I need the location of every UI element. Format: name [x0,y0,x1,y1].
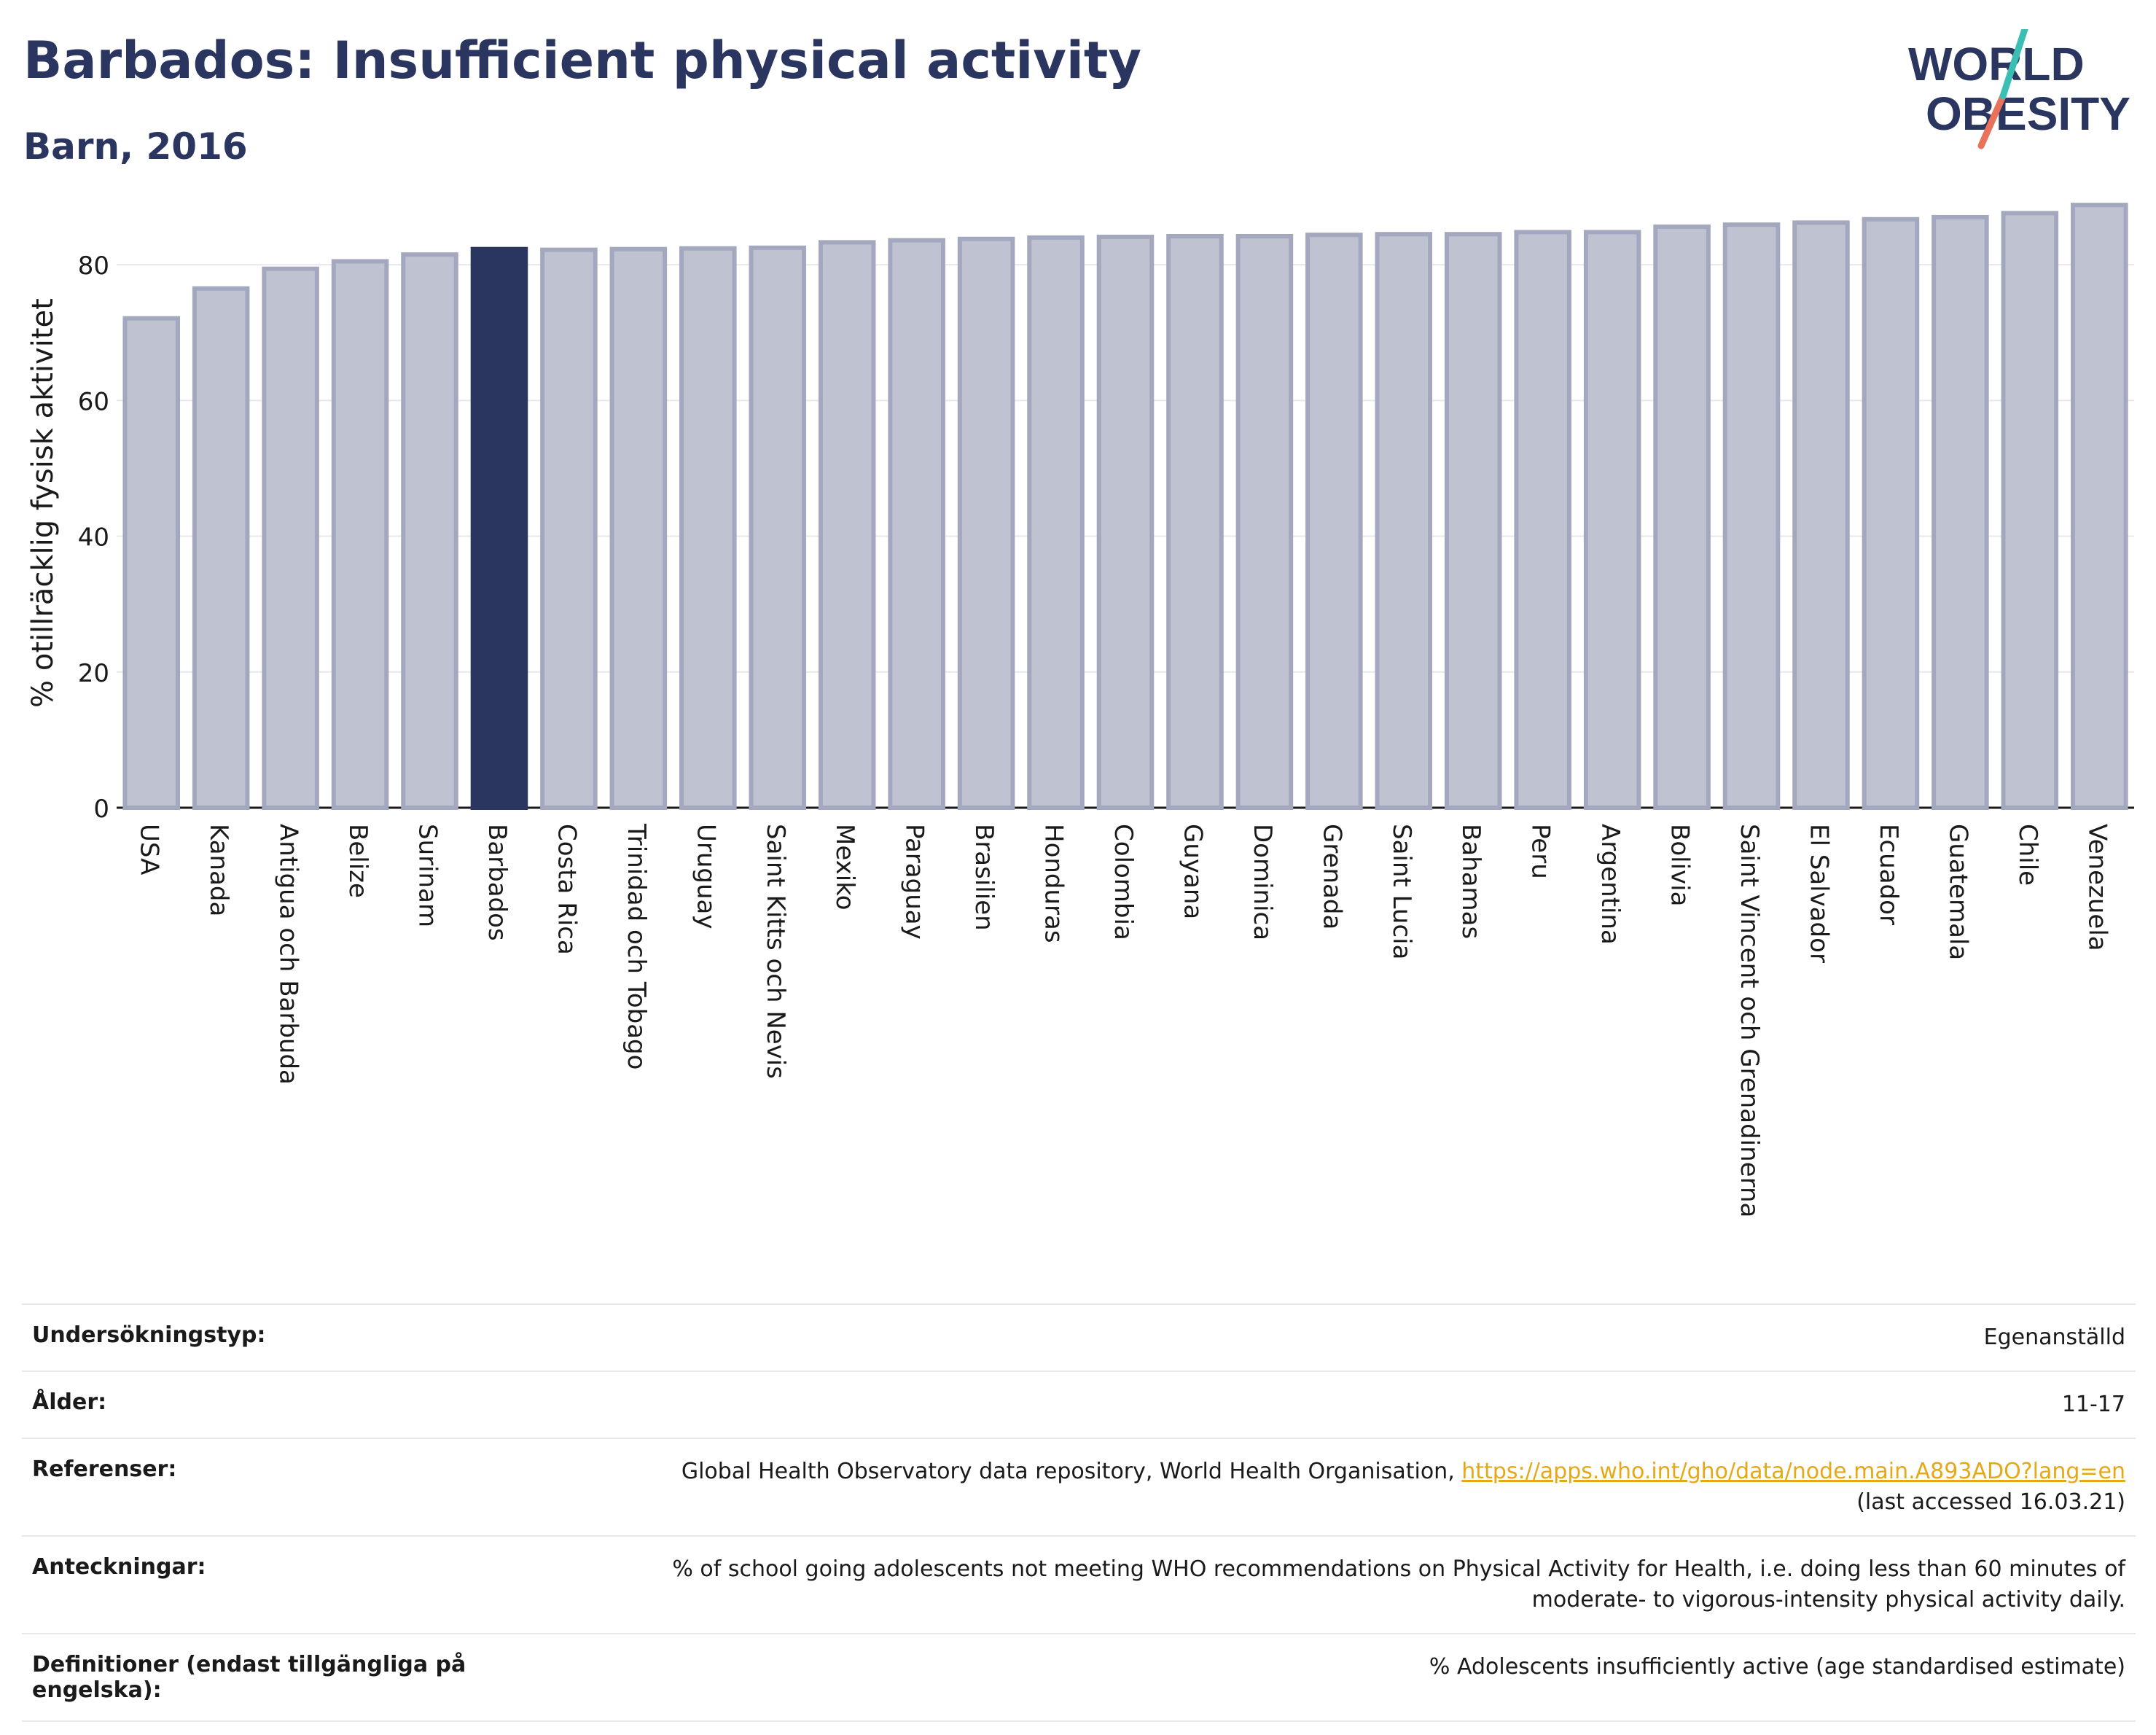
bar-honduras [1027,235,1085,811]
bar-barbados [470,246,528,810]
x-tick-label: Belize [343,824,372,898]
bar-saint-vincent-och-grenadinerna [1722,222,1781,811]
info-key: Undersökningstyp: [22,1303,494,1372]
y-tick-label: 80 [78,252,109,281]
logo-line1: WORLD [1908,38,2085,90]
x-tick-label: Paraguay [900,824,929,940]
info-key: Definitioner (endast tillgängliga på eng… [22,1633,494,1722]
bar-belize [331,259,389,810]
x-tick-label: Saint Lucia [1387,824,1416,959]
x-tick-label: Barbados [483,824,512,941]
x-tick-label: El Salvador [1804,824,1833,963]
y-tick-label: 20 [78,659,109,688]
y-tick-label: 40 [78,523,109,553]
bar-kanada [192,286,250,810]
bar-guatemala [1932,214,1989,810]
bar-guyana [1166,234,1224,810]
x-tick-label: Brasilien [969,824,999,931]
x-tick-label: Grenada [1317,824,1346,929]
y-tick-label: 0 [93,795,109,824]
logo-line2: OBESITY [1926,87,2130,140]
bar-argentina [1583,230,1641,810]
logo-slash-coral [1977,93,2007,149]
x-tick-label: Surinam [413,824,442,927]
bar-bolivia [1653,224,1711,811]
bar-antigua-och-barbuda [262,266,319,811]
info-row-age: Ålder: 11-17 [22,1371,2136,1439]
y-axis-label: % otillräcklig fysisk aktivitet [26,298,60,708]
x-tick-label: Antigua och Barbuda [274,824,303,1085]
info-key: Anteckningar: [22,1535,494,1634]
bar-mexiko [818,240,876,810]
bar-costa-rica [540,247,598,811]
bar-brasilien [957,236,1015,810]
info-value: % Adolescents insufficiently active (age… [494,1633,2136,1722]
info-row-references: Referenser: Global Health Observatory da… [22,1438,2136,1537]
bar-saint-lucia [1375,232,1433,810]
bar-saint-kitts-och-nevis [749,245,807,811]
x-tick-label: Ecuador [1874,824,1903,925]
x-tick-label: Bolivia [1665,824,1695,906]
bar-el-salvador [1792,220,1850,811]
info-key: Ålder: [22,1371,494,1439]
info-row-survey-type: Undersökningstyp: Egenanställd [22,1303,2136,1372]
reference-text: Global Health Observatory data repositor… [681,1459,1462,1484]
chart-title: Barbados: Insufficient physical activity [23,31,1141,90]
x-tick-label: Argentina [1595,824,1625,945]
x-tick-label: Honduras [1039,824,1069,943]
x-tick-label: Chile [2013,824,2042,886]
bar-venezuela [2071,203,2128,810]
x-tick-label: USA [135,824,164,875]
y-tick-label: 60 [78,387,109,416]
bar-bahamas [1444,232,1502,810]
bar-ecuador [1862,217,1920,810]
x-tick-label: Dominica [1248,824,1277,940]
info-value: Egenanställd [494,1303,2136,1372]
x-tick-label: Venezuela [2082,824,2112,951]
bar-chart: 0 20 40 60 80 USA Kanada Antigua och Barbuda Be… [26,203,2134,1217]
info-row-notes: Anteckningar: % of school going adolesce… [22,1535,2136,1634]
bar-usa [122,316,180,810]
reference-link[interactable]: https://apps.who.int/gho/data/node.main.… [1461,1459,2125,1484]
logo-slash-teal [1999,29,2028,100]
y-axis: 0 20 40 60 80 [78,252,109,824]
x-tick-label: Bahamas [1456,824,1485,939]
info-value: % of school going adolescents not meetin… [494,1535,2136,1634]
info-row-definitions: Definitioner (endast tillgängliga på eng… [22,1633,2136,1722]
bar-chile [2001,211,2059,810]
info-table: Undersökningstyp: Egenanställd Ålder: 11… [22,1303,2136,1722]
bar-surinam [401,252,458,810]
info-value: 11-17 [494,1371,2136,1439]
x-tick-label: Saint Kitts och Nevis [761,824,790,1079]
info-value: Global Health Observatory data repositor… [494,1438,2136,1537]
world-obesity-logo: WORLD OBESITY [1908,29,2130,149]
bar-paraguay [888,238,945,810]
bar-uruguay [679,246,737,810]
notes-text-cont: moderate- to vigorous-intensity physical… [1531,1587,2125,1613]
reference-accessed: (last accessed 16.03.21) [1856,1489,2125,1515]
chart-subtitle: Barn, 2016 [23,125,248,168]
x-axis: USA Kanada Antigua och Barbuda Belize Surina… [135,823,2112,1217]
bars [122,203,2128,811]
x-tick-label: Saint Vincent och Grenadinerna [1735,824,1764,1217]
x-tick-label: Kanada [204,824,233,916]
notes-text: % of school going adolescents not meetin… [672,1556,2125,1582]
x-tick-label: Colombia [1109,824,1138,940]
x-tick-label: Costa Rica [552,824,581,955]
x-tick-label: Mexiko [830,824,859,911]
info-key: Referenser: [22,1438,494,1537]
bar-colombia [1096,234,1155,810]
x-tick-label: Peru [1526,824,1555,879]
bar-peru [1514,230,1571,810]
bar-grenada [1305,233,1363,810]
x-tick-label: Trinidad och Tobago [622,823,651,1069]
x-tick-label: Guyana [1178,824,1207,919]
bar-trinidad-och-tobago [609,246,668,810]
x-tick-label: Uruguay [691,824,720,929]
bar-dominica [1235,234,1294,810]
x-tick-label: Guatemala [1943,824,1972,960]
